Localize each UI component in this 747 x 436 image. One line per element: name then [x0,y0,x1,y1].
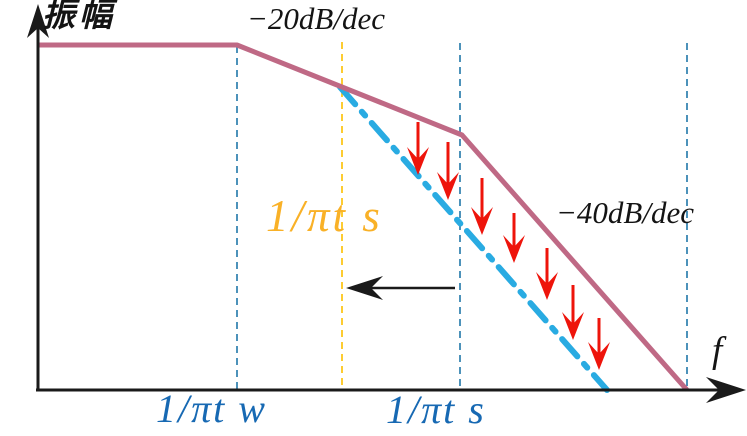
corner-frequency-1-label: 1/πt w [156,386,267,431]
downward-shift-arrows [407,122,610,370]
red-down-arrow [407,122,429,175]
left-arrowhead-icon [346,276,383,300]
red-down-arrow [562,285,584,340]
red-down-arrow [536,248,558,300]
shifted-corner-label: 1/πt s [266,191,383,241]
corner-frequency-2-label: 1/πt s [386,387,486,432]
red-down-arrow [437,142,459,200]
slope-label-20db: −20dB/dec [247,1,385,36]
y-axis-label: 振幅 [42,0,116,34]
x-axis-label: f [712,330,723,371]
red-down-arrow [588,318,610,370]
y-axis-arrowhead-icon [27,4,49,38]
corner-shift-left-arrow [346,276,455,300]
red-down-arrow [471,178,493,235]
magnitude-curve [38,42,689,392]
shifted-asymptote-line [337,84,610,393]
red-down-arrow [503,213,525,263]
slope-label-40db: −40dB/dec [556,195,694,230]
x-axis-arrowhead-icon [706,377,746,403]
